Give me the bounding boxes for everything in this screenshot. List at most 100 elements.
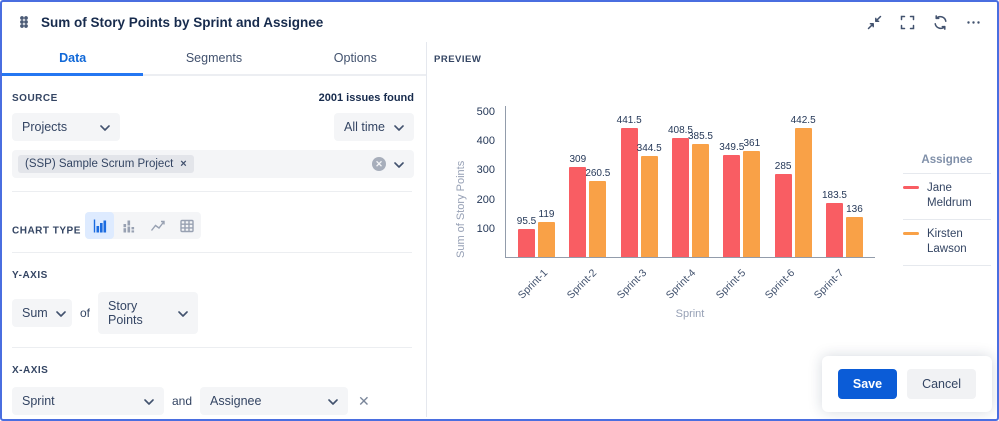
y-tick-label: 400 <box>476 135 495 148</box>
legend-swatch <box>903 231 919 235</box>
tab-data[interactable]: Data <box>2 42 144 76</box>
x-category-cell: Sprint-4 <box>663 260 714 306</box>
table-icon[interactable] <box>172 212 201 239</box>
bar[interactable] <box>671 137 689 257</box>
y-field-dropdown[interactable]: Story Points <box>98 292 199 334</box>
issues-found-count: 2001 issues found <box>318 92 414 104</box>
y-tick-label: 200 <box>476 193 495 206</box>
aggregate-value: Sum <box>22 306 48 320</box>
project-multiselect[interactable]: (SSP) Sample Scrum Project × ✕ <box>12 150 414 178</box>
x-secondary-field-dropdown[interactable]: Assignee <box>200 387 349 415</box>
bar[interactable] <box>538 222 555 257</box>
tab-bar: Data Segments Options <box>2 42 426 76</box>
chevron-down-icon <box>328 394 338 408</box>
remove-secondary-field-icon[interactable]: ✕ <box>358 392 370 409</box>
collapse-icon[interactable] <box>867 15 882 30</box>
x-category-cell: Sprint-7 <box>812 260 863 306</box>
bar-chart-icon[interactable] <box>85 212 115 239</box>
preview-panel: PREVIEW Sum of Story Points 100 200 300 400… <box>427 42 997 417</box>
bar-value-label: 309 <box>569 153 587 165</box>
tag-remove-icon[interactable]: × <box>180 157 187 170</box>
chevron-down-icon <box>394 120 404 134</box>
config-panel: Data Segments Options SOURCE 2001 issues… <box>2 42 427 417</box>
bar[interactable] <box>518 229 535 257</box>
bar-group: 183.5 136 <box>821 190 863 257</box>
line-chart-icon[interactable] <box>143 212 172 239</box>
chart-type-picker <box>85 212 202 239</box>
x-category-cell: Sprint-5 <box>713 260 764 306</box>
legend-title: Assignee <box>903 154 991 174</box>
x-axis-labels: Sprint-1 Sprint-2 Sprint-3 Sprint-4 Sprint-5… <box>505 260 875 306</box>
x-category-cell: Sprint-2 <box>565 260 615 306</box>
bar[interactable] <box>794 127 812 257</box>
bar[interactable] <box>723 154 741 257</box>
y-tick-label: 100 <box>476 222 495 235</box>
bar[interactable] <box>743 151 761 257</box>
bar-column: 344.5 <box>636 143 662 257</box>
bar[interactable] <box>845 217 863 257</box>
aggregate-dropdown[interactable]: Sum <box>12 299 72 327</box>
stacked-bar-chart-icon[interactable] <box>114 212 143 239</box>
legend-name: Kirsten Lawson <box>927 227 967 255</box>
bar-value-label: 385.5 <box>687 131 713 143</box>
x-axis-connector: and <box>172 394 193 408</box>
chevron-down-icon <box>100 120 110 134</box>
x-category-label: Sprint-4 <box>663 267 699 302</box>
bar-value-label: 183.5 <box>821 190 847 202</box>
legend-entry[interactable]: Jane Meldrum <box>903 174 991 220</box>
bar-value-label: 361 <box>743 138 761 150</box>
y-axis-section-label: Y-AXIS <box>12 270 48 281</box>
x-category-label: Sprint-3 <box>614 267 650 302</box>
save-card: Save Cancel <box>821 356 992 412</box>
legend: Assignee Jane Meldrum Kirsten Lawson <box>903 154 991 266</box>
bar-group: 349.5 361 <box>719 138 761 257</box>
x-category-cell: Sprint-1 <box>516 260 566 306</box>
bar[interactable] <box>774 173 792 257</box>
cancel-button[interactable]: Cancel <box>907 369 976 399</box>
bar-value-label: 344.5 <box>636 143 662 155</box>
y-tick-label: 500 <box>476 105 495 118</box>
bar-value-label: 136 <box>846 204 863 216</box>
x-category-label: Sprint-5 <box>713 267 748 302</box>
x-field-dropdown[interactable]: Sprint <box>12 387 164 415</box>
x-category-label: Sprint-2 <box>565 267 600 302</box>
fullscreen-icon[interactable] <box>900 15 915 30</box>
bar-column: 183.5 <box>821 190 847 257</box>
body: Data Segments Options SOURCE 2001 issues… <box>2 42 997 417</box>
bar-group: 95.5 119 <box>516 209 555 257</box>
tab-options[interactable]: Options <box>333 51 377 65</box>
page-title: Sum of Story Points by Sprint and Assign… <box>41 14 324 30</box>
y-field-value: Story Points <box>108 299 143 327</box>
bar-column: 442.5 <box>790 114 816 257</box>
clear-all-icon[interactable]: ✕ <box>372 157 386 171</box>
save-button[interactable]: Save <box>837 369 898 399</box>
bar-column: 349.5 <box>719 142 744 257</box>
time-range-dropdown[interactable]: All time <box>334 113 414 141</box>
preview-section-label: PREVIEW <box>434 54 482 65</box>
refresh-icon[interactable] <box>933 14 948 30</box>
bar[interactable] <box>569 166 587 257</box>
time-range-value: All time <box>344 120 385 134</box>
bar[interactable] <box>825 203 843 257</box>
x-category-label: Sprint-6 <box>762 267 798 302</box>
chevron-down-icon[interactable] <box>394 155 404 173</box>
source-type-dropdown[interactable]: Projects <box>12 113 120 141</box>
chevron-down-icon <box>144 394 154 408</box>
bar-column: 260.5 <box>585 168 610 257</box>
bar[interactable] <box>589 180 607 257</box>
bar-group: 441.5 344.5 <box>616 114 662 257</box>
legend-swatch <box>903 186 919 189</box>
x-category-cell: Sprint-6 <box>762 260 813 306</box>
drag-handle-icon[interactable] <box>16 15 31 30</box>
bar-value-label: 441.5 <box>616 114 642 126</box>
tab-segments[interactable]: Segments <box>185 51 243 65</box>
legend-entries: Jane Meldrum Kirsten Lawson <box>903 174 991 266</box>
legend-entry[interactable]: Kirsten Lawson <box>903 220 991 266</box>
more-icon[interactable] <box>966 15 981 30</box>
bar[interactable] <box>640 156 658 257</box>
bar[interactable] <box>691 144 709 257</box>
bar[interactable] <box>620 127 638 257</box>
bar-value-label: 95.5 <box>516 216 537 228</box>
bar-value-label: 442.5 <box>790 114 816 126</box>
